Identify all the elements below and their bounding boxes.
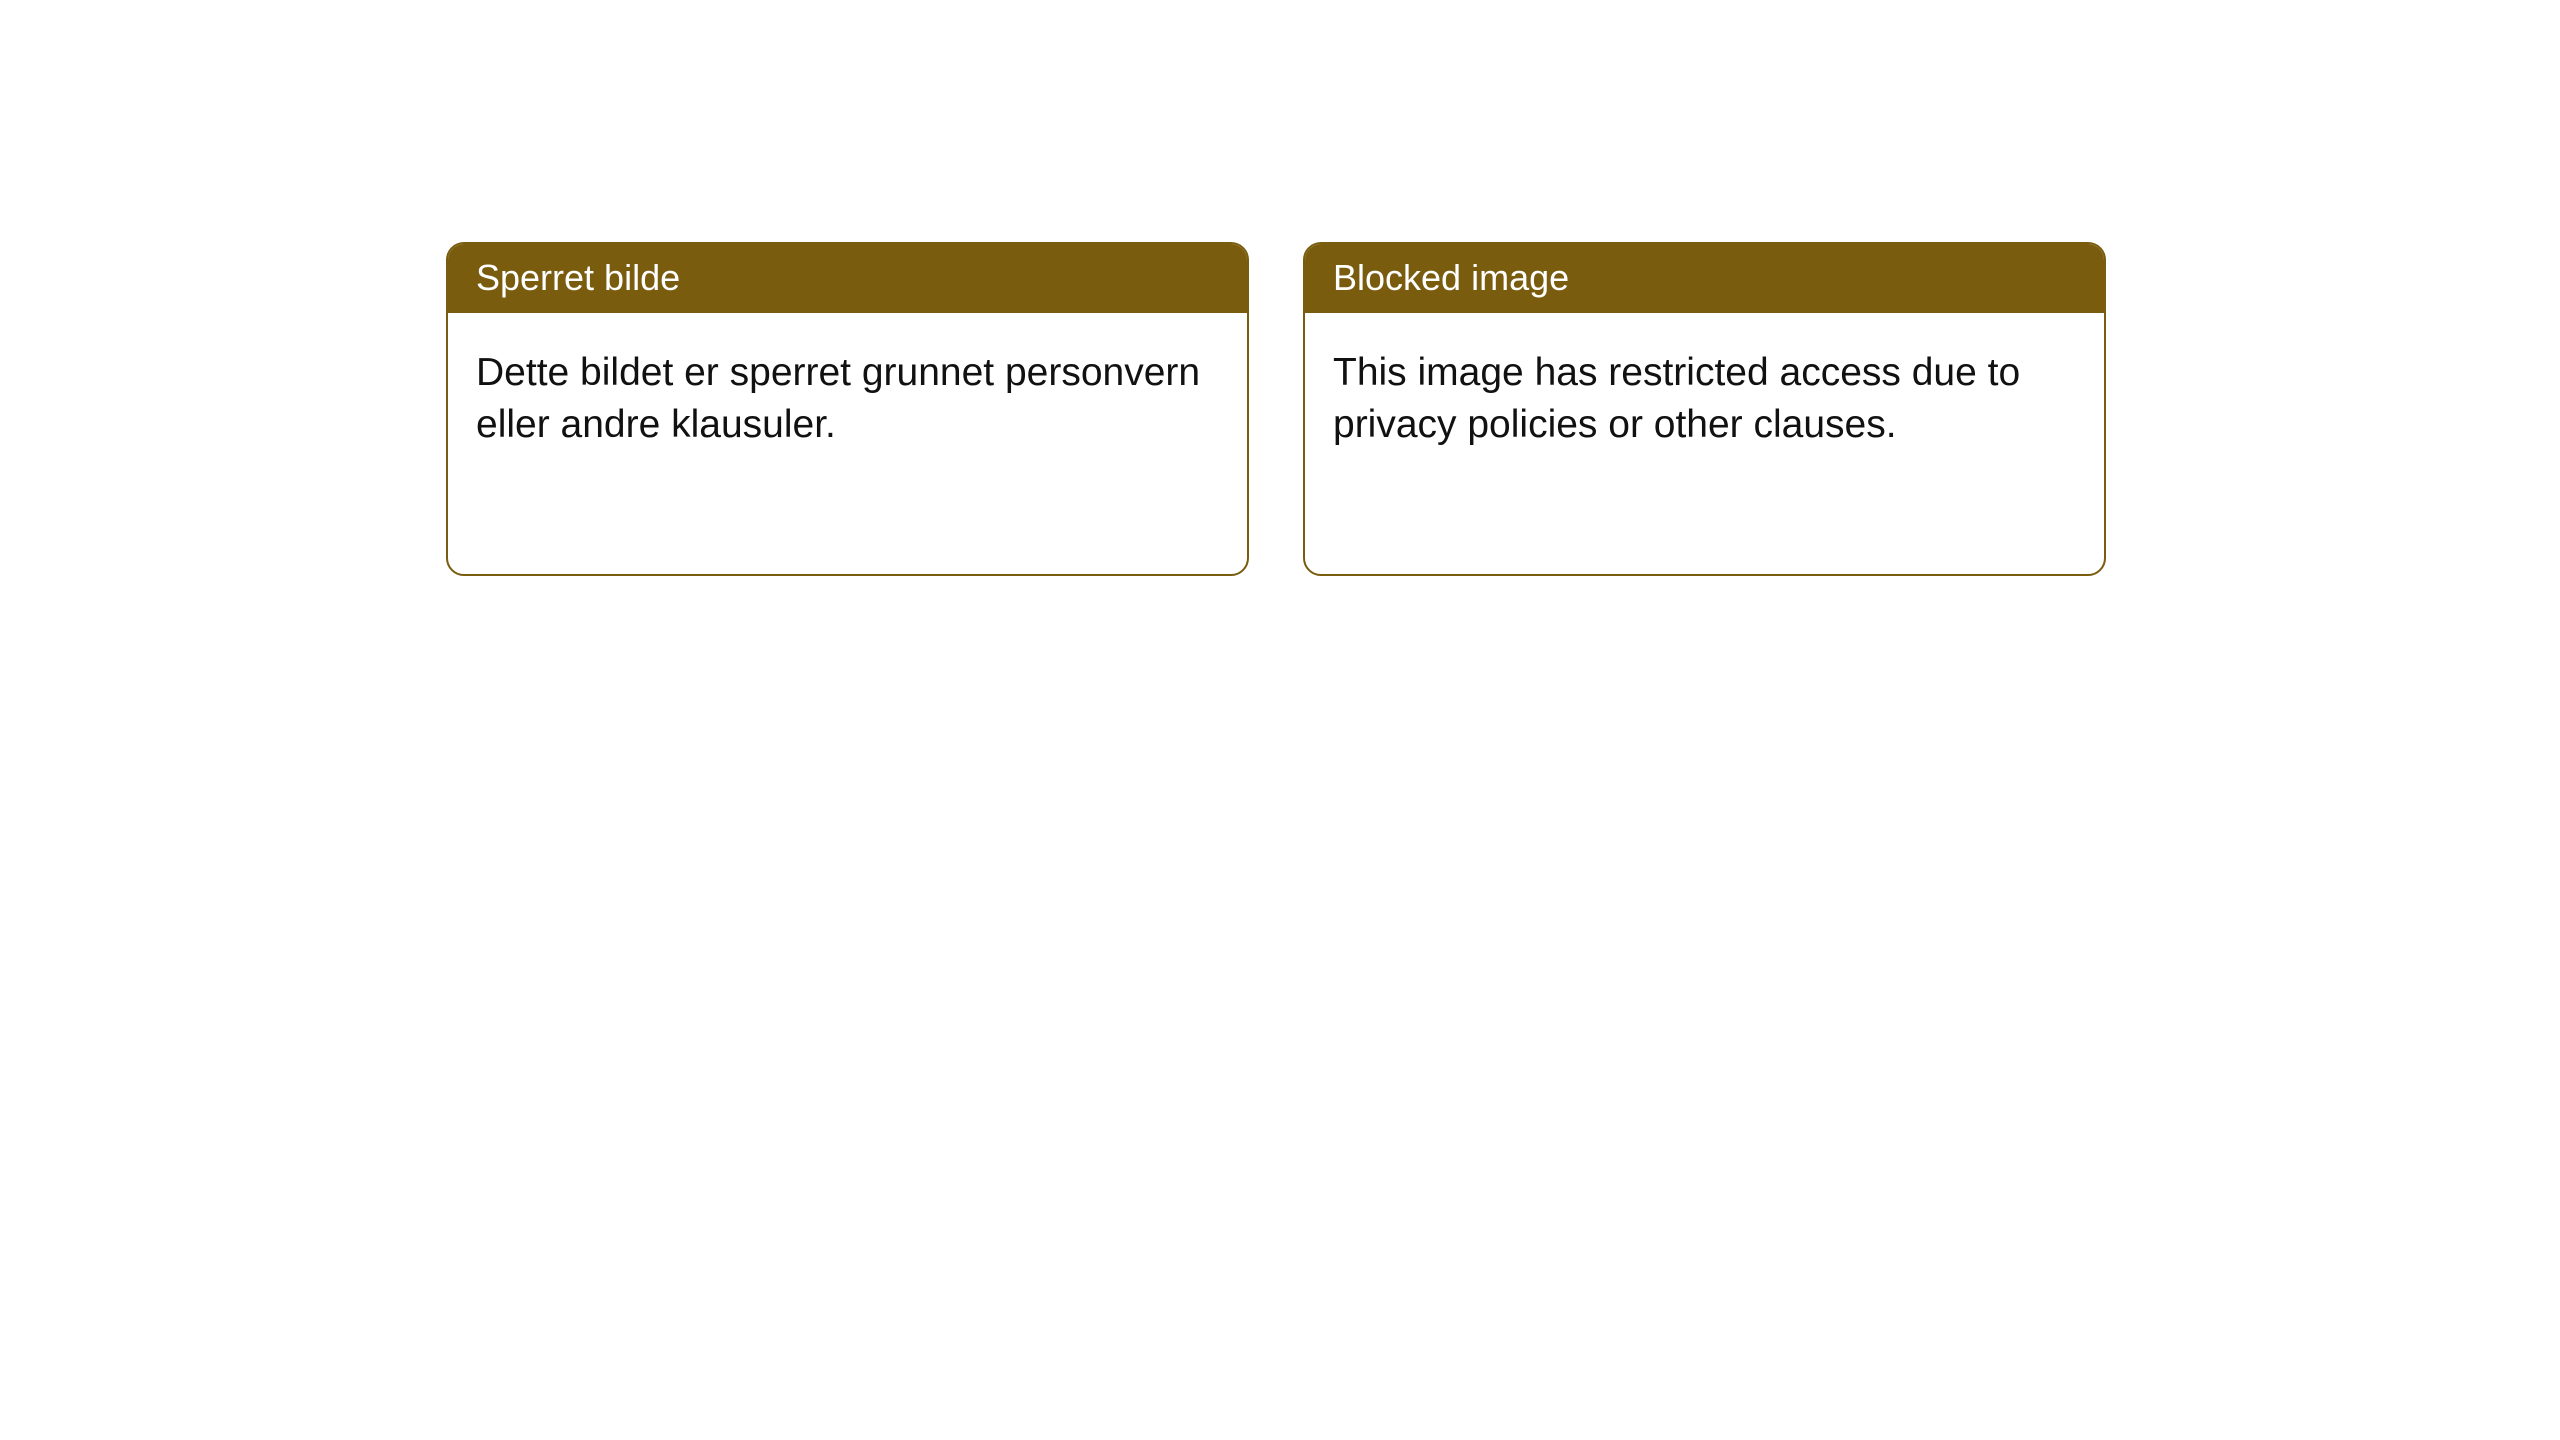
card-header: Blocked image xyxy=(1305,244,2104,313)
notice-card-norwegian: Sperret bilde Dette bildet er sperret gr… xyxy=(446,242,1249,576)
card-body-text: This image has restricted access due to … xyxy=(1333,351,2020,446)
card-body: This image has restricted access due to … xyxy=(1305,313,2104,480)
card-header: Sperret bilde xyxy=(448,244,1247,313)
notice-container: Sperret bilde Dette bildet er sperret gr… xyxy=(446,242,2106,576)
card-body-text: Dette bildet er sperret grunnet personve… xyxy=(476,351,1200,446)
card-body: Dette bildet er sperret grunnet personve… xyxy=(448,313,1247,480)
card-title: Sperret bilde xyxy=(476,257,680,298)
card-title: Blocked image xyxy=(1333,257,1569,298)
notice-card-english: Blocked image This image has restricted … xyxy=(1303,242,2106,576)
